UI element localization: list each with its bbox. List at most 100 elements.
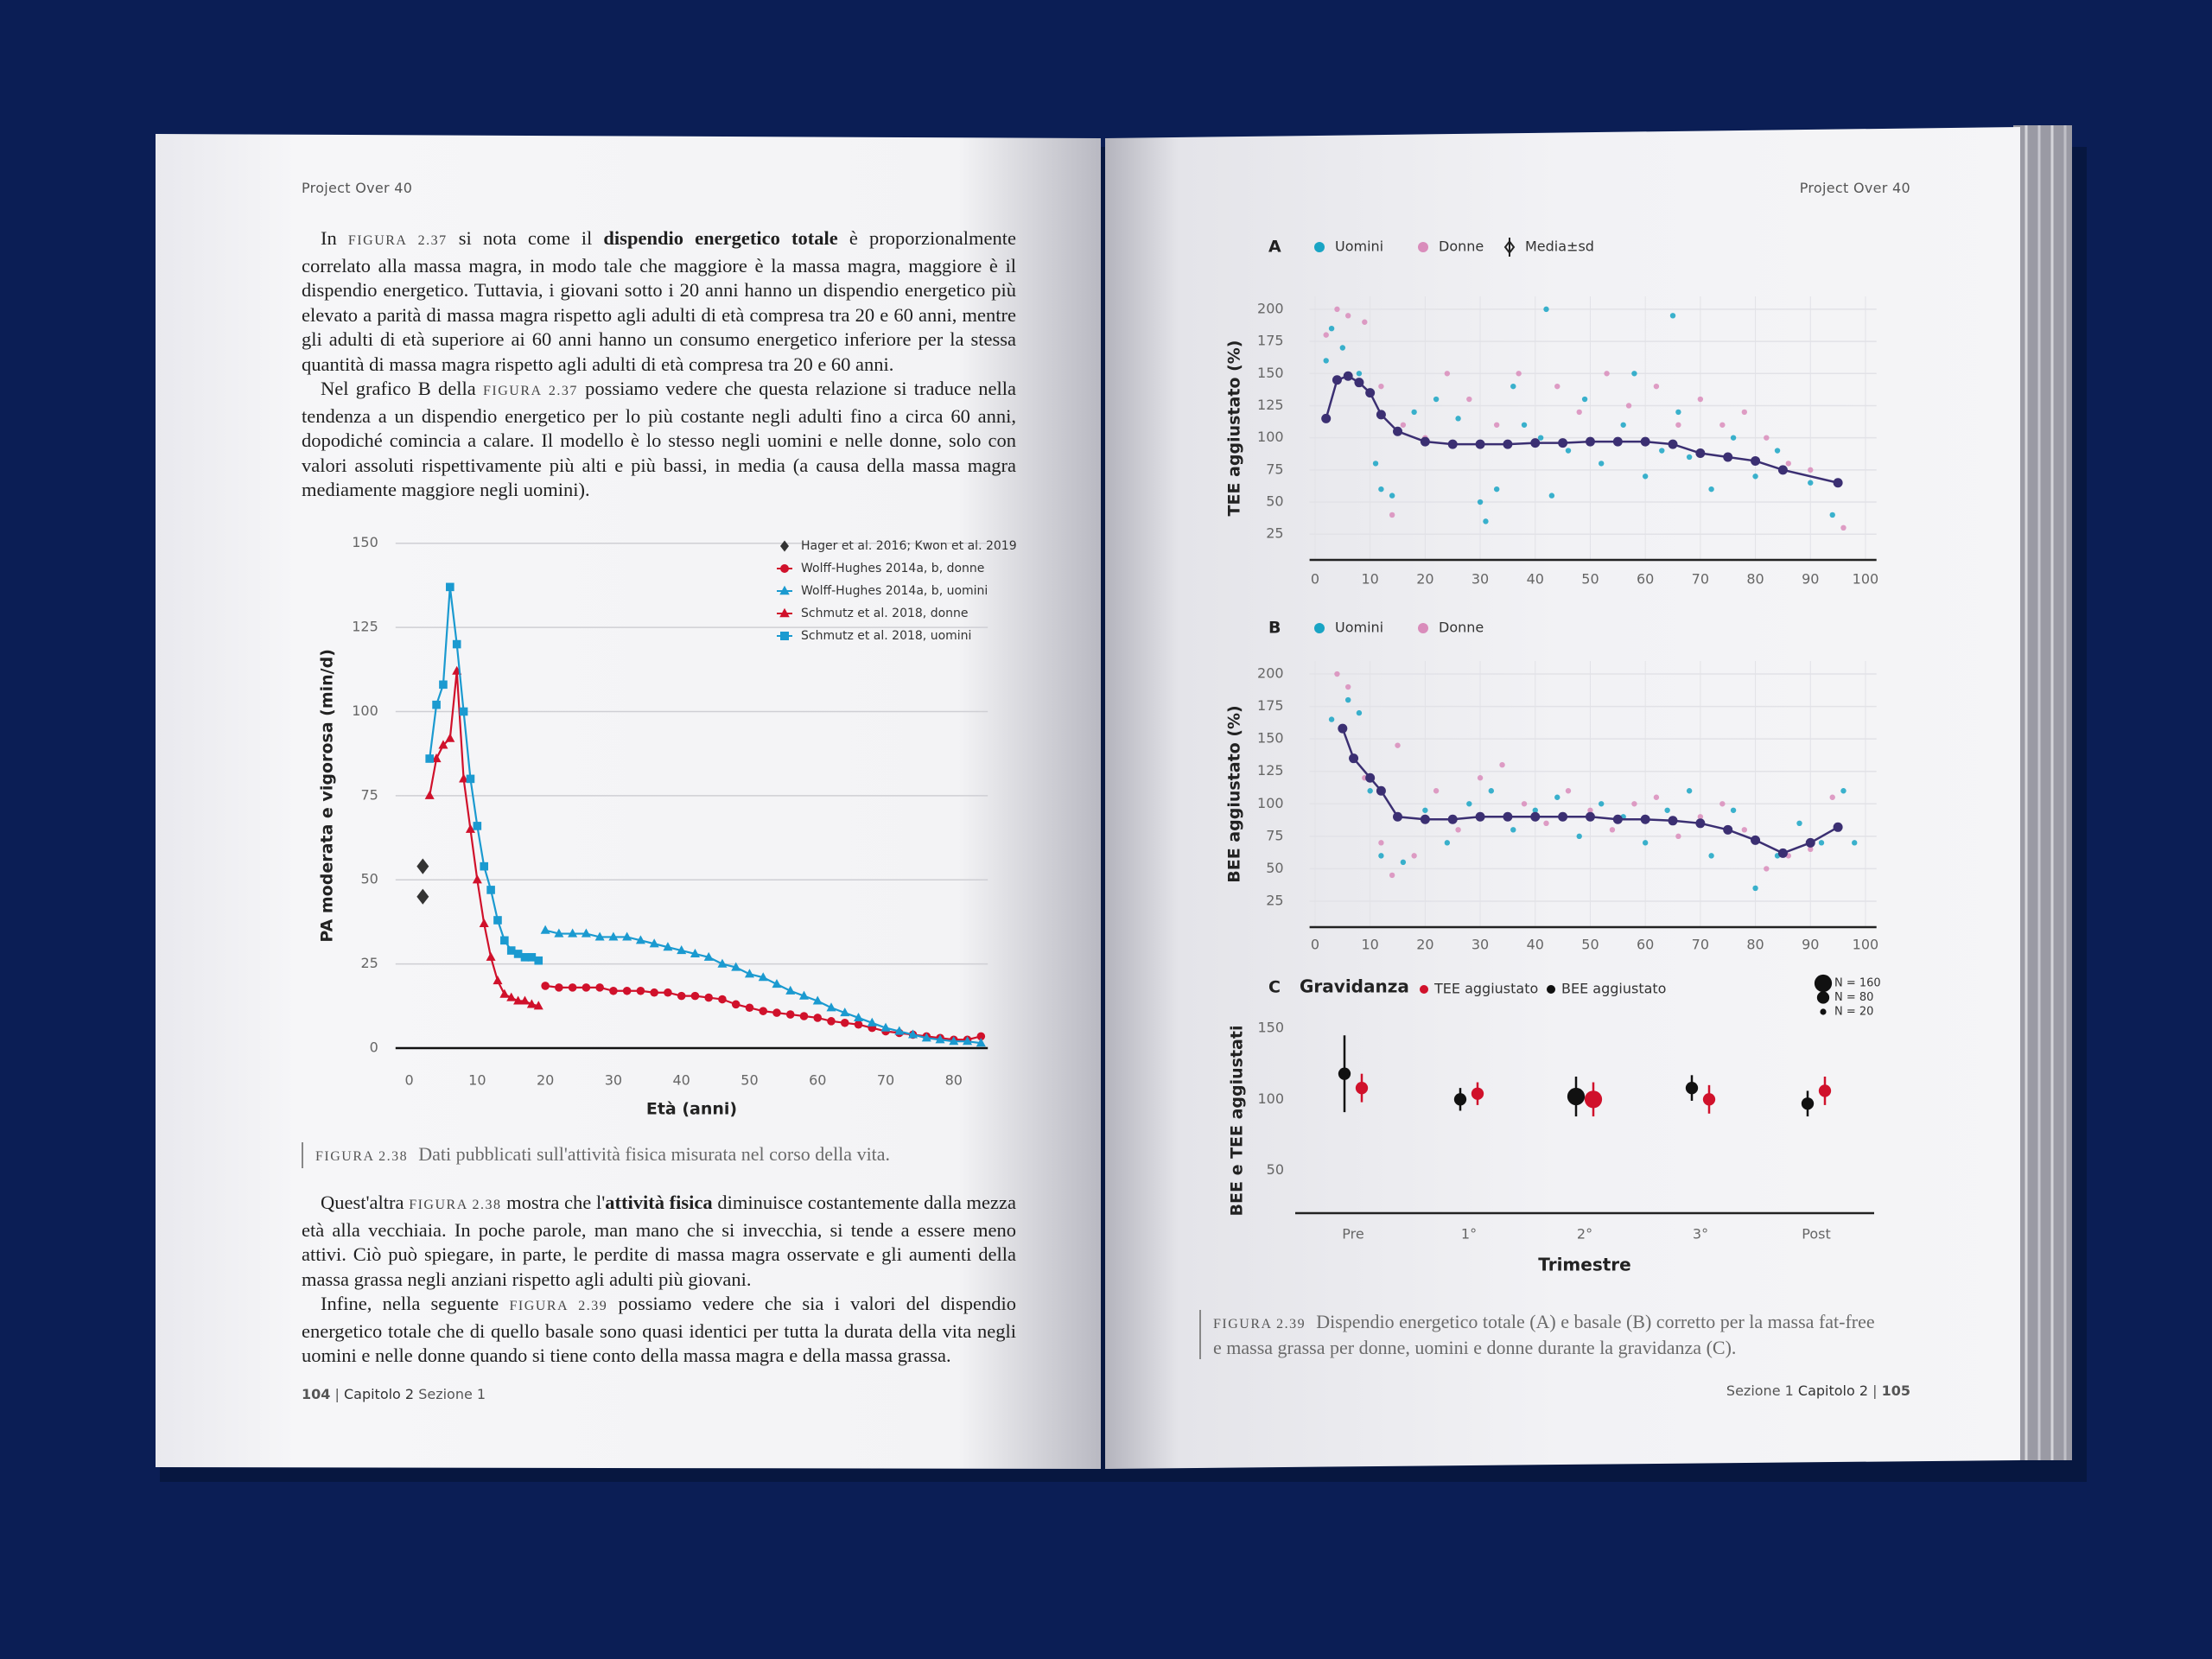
x-tick-label: 40 — [1527, 571, 1544, 588]
data-point — [445, 733, 455, 742]
x-tick-label: 10 — [468, 1072, 486, 1089]
scatter-point — [1532, 807, 1538, 813]
scatter-point — [1631, 371, 1637, 377]
scatter-point — [1395, 742, 1401, 748]
data-point — [416, 888, 429, 905]
scatter-point — [1808, 846, 1814, 853]
scatter-point — [1444, 371, 1451, 377]
scatter-point — [1581, 396, 1588, 403]
data-point — [459, 773, 469, 783]
figure-ref: FIGURA 2.37 — [347, 233, 448, 248]
mean-point — [1343, 371, 1353, 381]
data-point — [568, 983, 577, 992]
mean-point — [1503, 439, 1513, 449]
scatter-point — [1378, 486, 1384, 493]
scatter-point — [1642, 840, 1649, 846]
data-point — [554, 928, 564, 938]
scatter-point — [1664, 807, 1670, 813]
legend-label: Wolff-Hughes 2014a, b, uomini — [801, 584, 988, 598]
data-point — [594, 931, 605, 941]
x-tick-label: 80 — [1746, 571, 1764, 588]
data-point — [1818, 1084, 1832, 1097]
data-point — [908, 1029, 918, 1039]
data-point — [431, 753, 442, 763]
data-point — [526, 999, 537, 1008]
x-tick-label: Pre — [1342, 1226, 1363, 1243]
mean-point — [1530, 438, 1541, 448]
data-point — [1453, 1093, 1467, 1106]
scatter-point — [1604, 371, 1610, 377]
scatter-point — [1367, 788, 1373, 794]
legend-label: TEE aggiustato — [1433, 981, 1538, 997]
legend-label: Media±sd — [1525, 238, 1594, 255]
scatter-point — [1334, 306, 1340, 313]
mean-point — [1668, 816, 1678, 826]
x-tick-label: 50 — [1581, 937, 1599, 953]
y-axis-label: BEE e TEE aggiustati — [1228, 1026, 1247, 1217]
mean-point — [1338, 723, 1348, 734]
scatter-point — [1631, 801, 1637, 807]
data-point — [608, 931, 619, 941]
y-tick-label: 200 — [1257, 300, 1284, 316]
data-point — [520, 953, 530, 962]
scatter-point — [1455, 416, 1461, 422]
text: diminuisce costantemente dalla mezza età… — [302, 1192, 1016, 1290]
scatter-point — [1669, 313, 1676, 319]
data-point — [635, 935, 645, 944]
scatter-point — [1609, 827, 1616, 833]
y-tick-label: 150 — [352, 534, 378, 550]
mean-point — [1393, 426, 1403, 436]
scatter-point — [1543, 306, 1549, 313]
legend-marker — [1314, 242, 1325, 252]
x-tick-label: 40 — [673, 1072, 690, 1089]
separator: | — [1868, 1382, 1882, 1399]
y-tick-label: 75 — [1266, 827, 1283, 843]
separator: | — [330, 1386, 344, 1402]
text-block: Quest'altra FIGURA 2.38 mostra che l'att… — [302, 1191, 1016, 1369]
data-point — [717, 958, 728, 968]
data-point — [416, 858, 429, 874]
data-point — [894, 1026, 905, 1035]
mean-point — [1833, 478, 1843, 488]
x-tick-label: 30 — [1471, 571, 1489, 588]
legend-label: Donne — [1439, 238, 1484, 255]
mean-point — [1612, 436, 1623, 447]
data-point — [493, 916, 502, 925]
data-point — [703, 951, 714, 961]
data-point — [826, 1002, 836, 1012]
x-tick-label: 70 — [1692, 937, 1709, 953]
mean-point — [1585, 436, 1595, 447]
x-tick-label: 1° — [1461, 1226, 1477, 1243]
footer: Sezione 1 Capitolo 2 | 105 — [1642, 1382, 1910, 1399]
data-point — [581, 928, 591, 938]
x-tick-label: 100 — [1853, 571, 1879, 588]
scatter-point — [1339, 345, 1346, 351]
size-legend-marker — [1816, 991, 1830, 1004]
scatter-point — [1675, 833, 1681, 840]
scatter-point — [1344, 696, 1351, 703]
data-point — [493, 976, 503, 985]
figure-ref: FIGURA 2.38 — [409, 1198, 502, 1212]
data-point — [486, 951, 496, 961]
size-legend-label: N = 80 — [1834, 991, 1873, 1004]
x-tick-label: 0 — [1311, 937, 1319, 953]
scatter-point — [1808, 480, 1814, 486]
text: è proporzionalmente correlato alla massa… — [302, 227, 1016, 375]
footer: 104 | Capitolo 2 Sezione 1 — [302, 1386, 486, 1402]
scatter-point — [1548, 493, 1555, 499]
y-tick-label: 50 — [1267, 1161, 1284, 1178]
y-tick-label: 100 — [1257, 1090, 1284, 1107]
data-point — [840, 1007, 850, 1017]
data-point — [622, 931, 632, 941]
mean-point — [1447, 814, 1458, 824]
data-point — [718, 995, 727, 1004]
data-point — [785, 1010, 795, 1019]
mean-point — [1365, 388, 1376, 398]
scatter-point — [1719, 801, 1726, 807]
data-point — [1355, 1081, 1369, 1095]
scatter-point — [1483, 518, 1489, 524]
right-page — [1105, 127, 2020, 1469]
data-point — [663, 942, 673, 951]
y-tick-label: 125 — [1257, 762, 1284, 779]
